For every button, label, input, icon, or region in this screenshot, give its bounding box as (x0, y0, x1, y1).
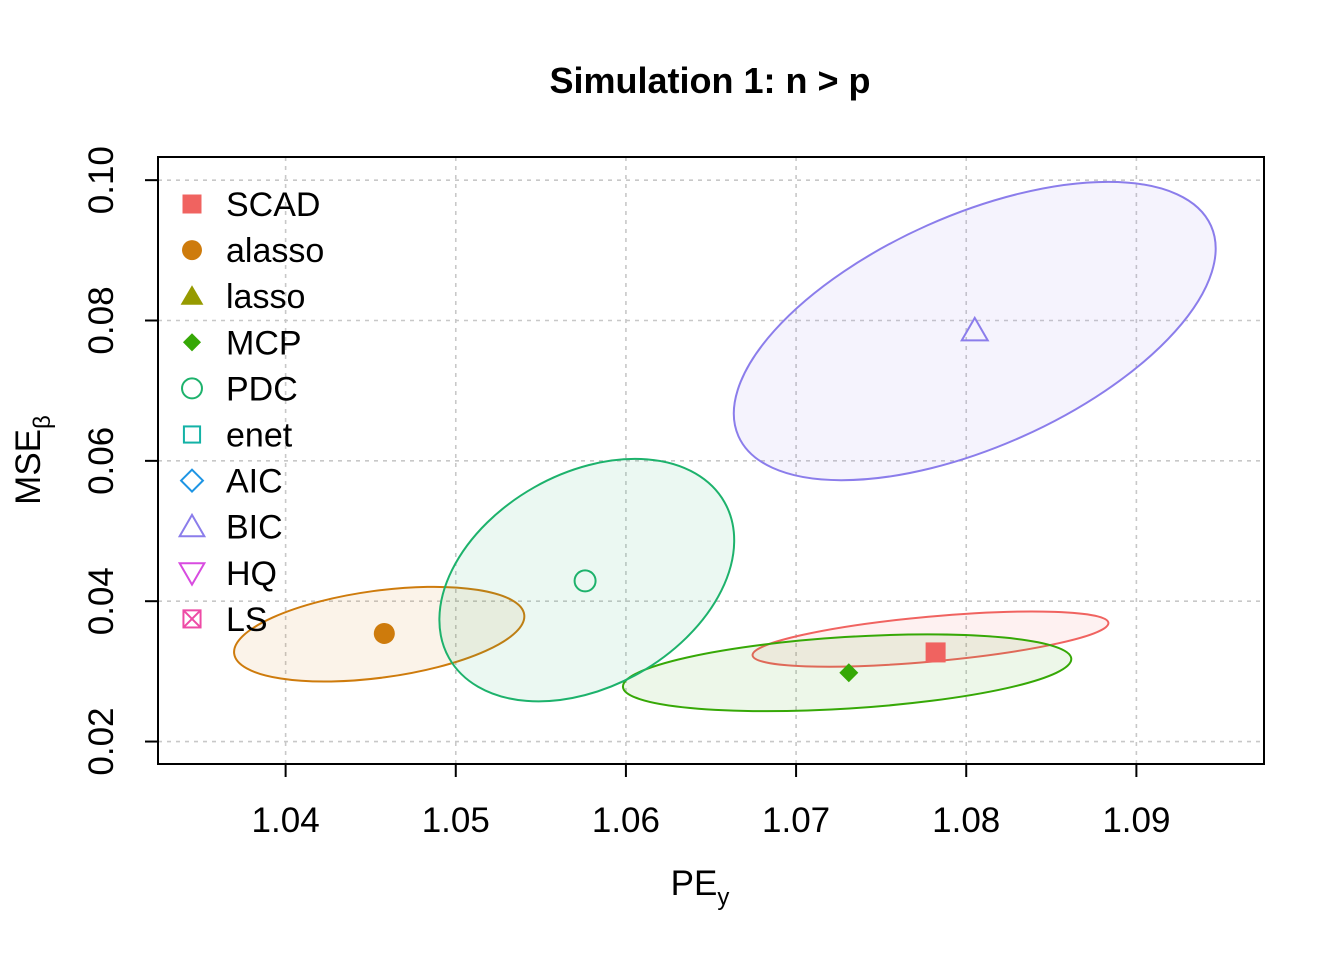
legend-marker-mcp (182, 333, 202, 352)
legend-item-lasso: lasso (180, 278, 305, 316)
x-tick-label-1.08: 1.08 (932, 801, 1000, 840)
legend-item-aic: AIC (179, 463, 283, 501)
legend-marker-pdc (181, 377, 203, 400)
legend-marker-bic (177, 512, 207, 538)
x-axis-label: PEy (671, 864, 730, 911)
chart-title: Simulation 1: n > p (549, 60, 870, 101)
y-tick-label-0.10: 0.10 (82, 146, 121, 214)
x-tick-label-1.07: 1.07 (762, 801, 830, 840)
legend-label-lasso: lasso (226, 278, 305, 316)
legend-item-scad: SCAD (182, 186, 320, 224)
y-axis-label-subscript: β (29, 415, 56, 429)
legend: SCAD alasso lasso MCP PDC enet AIC BIC HQ LS (177, 186, 324, 639)
legend-label-aic: AIC (226, 463, 283, 501)
legend-item-mcp: MCP (182, 324, 302, 362)
legend-item-alasso: alasso (182, 232, 324, 270)
legend-label-scad: SCAD (226, 186, 320, 224)
legend-marker-hq (177, 562, 207, 587)
point-bic (960, 315, 990, 342)
legend-label-alasso: alasso (226, 232, 324, 270)
legend-label-ls: LS (226, 601, 268, 639)
ellipse-pdc (438, 457, 736, 703)
legend-item-ls: LS (182, 601, 268, 639)
legend-label-mcp: MCP (226, 324, 302, 362)
y-tick-label-0.06: 0.06 (82, 427, 121, 495)
legend-item-enet: enet (182, 417, 293, 455)
y-axis-label: MSEβ (9, 415, 56, 505)
legend-marker-alasso (182, 240, 202, 261)
point-mcp (839, 663, 859, 683)
confidence-ellipses (233, 180, 1217, 713)
legend-marker-scad (182, 194, 202, 214)
y-axis-label-main: MSE (9, 429, 48, 505)
x-tick-label-1.06: 1.06 (592, 801, 660, 840)
legend-label-pdc: PDC (226, 370, 298, 408)
x-tick-label-1.05: 1.05 (422, 801, 490, 840)
x-tick-label-1.09: 1.09 (1102, 801, 1170, 840)
point-alasso (373, 622, 395, 644)
y-tick-label-0.04: 0.04 (82, 567, 121, 635)
x-tick-label-1.04: 1.04 (252, 801, 320, 840)
x-axis-label-subscript: y (717, 884, 729, 911)
legend-marker-ls-box (182, 609, 202, 629)
y-tick-label-0.08: 0.08 (82, 286, 121, 354)
legend-label-enet: enet (226, 417, 293, 455)
y-axis: 0.02 0.04 0.06 0.08 0.10 (82, 146, 159, 776)
point-scad (925, 642, 946, 663)
legend-marker-enet (182, 425, 202, 444)
x-axis-label-main: PE (671, 864, 718, 903)
legend-item-hq: HQ (177, 555, 277, 593)
legend-marker-ls (182, 609, 202, 629)
x-axis: 1.04 1.05 1.06 1.07 1.08 1.09 (252, 763, 1170, 840)
y-tick-label-0.02: 0.02 (82, 707, 121, 775)
legend-marker-lasso (180, 285, 204, 305)
legend-item-pdc: PDC (181, 370, 298, 408)
legend-label-bic: BIC (226, 509, 283, 547)
ellipse-bic (732, 180, 1217, 482)
legend-marker-ls-cross-b (182, 609, 202, 629)
data-points (373, 315, 990, 683)
legend-marker-aic (179, 468, 205, 493)
legend-item-bic: BIC (177, 509, 283, 547)
point-pdc (573, 569, 597, 593)
legend-label-hq: HQ (226, 555, 277, 593)
